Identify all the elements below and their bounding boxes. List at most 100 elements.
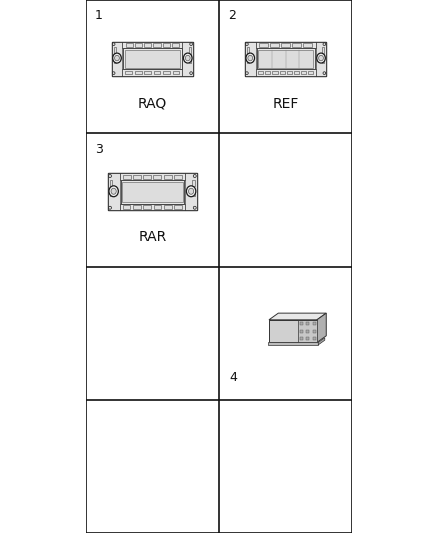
Ellipse shape <box>188 188 194 194</box>
Bar <box>162 43 170 47</box>
Bar <box>123 48 182 69</box>
Bar <box>300 322 303 325</box>
Bar <box>123 175 131 179</box>
Bar <box>256 42 316 48</box>
Ellipse shape <box>109 174 112 177</box>
Bar <box>281 43 290 47</box>
Ellipse shape <box>111 188 116 194</box>
Ellipse shape <box>319 55 323 61</box>
Bar <box>144 205 151 209</box>
Bar <box>300 337 303 340</box>
Bar <box>126 43 133 47</box>
Bar <box>110 190 113 196</box>
Text: RAR: RAR <box>138 230 166 244</box>
Bar <box>125 71 132 74</box>
Bar <box>164 205 172 209</box>
Bar <box>270 43 279 47</box>
Bar <box>294 71 299 74</box>
Bar <box>122 42 182 48</box>
Bar <box>172 43 179 47</box>
Ellipse shape <box>187 186 196 197</box>
Ellipse shape <box>246 53 254 63</box>
Bar <box>308 71 313 74</box>
Bar <box>258 71 263 74</box>
Bar <box>306 322 309 325</box>
Bar <box>286 71 292 74</box>
Bar <box>122 69 182 76</box>
Ellipse shape <box>190 43 192 45</box>
Ellipse shape <box>193 174 196 177</box>
Ellipse shape <box>112 72 115 75</box>
Bar <box>123 205 130 209</box>
Bar <box>135 43 142 47</box>
Bar <box>112 42 193 76</box>
Ellipse shape <box>109 206 112 209</box>
Ellipse shape <box>112 43 115 45</box>
Bar <box>154 205 161 209</box>
Bar <box>173 71 180 74</box>
Ellipse shape <box>246 43 248 45</box>
Bar <box>113 56 116 63</box>
Bar <box>258 50 313 68</box>
Ellipse shape <box>323 72 326 75</box>
Ellipse shape <box>323 43 326 45</box>
Bar <box>247 47 249 53</box>
Bar <box>256 69 316 76</box>
Bar <box>174 175 182 179</box>
Bar <box>135 71 141 74</box>
Bar <box>313 337 316 340</box>
Bar <box>298 320 317 342</box>
Bar <box>268 342 318 345</box>
Bar <box>153 43 161 47</box>
Polygon shape <box>269 313 326 320</box>
Bar <box>182 42 193 76</box>
Bar <box>164 175 172 179</box>
Text: 1: 1 <box>95 9 103 22</box>
Bar <box>189 47 191 53</box>
Bar <box>143 175 151 179</box>
Bar <box>125 50 180 68</box>
Bar <box>306 330 309 333</box>
Bar <box>247 56 249 63</box>
Bar <box>293 43 301 47</box>
Polygon shape <box>317 313 326 342</box>
Bar <box>120 204 185 211</box>
Bar <box>301 71 306 74</box>
Ellipse shape <box>248 55 253 61</box>
Bar <box>300 330 303 333</box>
Bar <box>192 190 195 196</box>
Bar <box>279 71 285 74</box>
Bar <box>245 42 326 76</box>
Bar <box>108 173 120 211</box>
Bar <box>133 205 141 209</box>
Bar <box>112 42 122 76</box>
Ellipse shape <box>317 53 325 63</box>
Ellipse shape <box>190 72 192 75</box>
Polygon shape <box>318 338 325 345</box>
Ellipse shape <box>115 55 119 61</box>
Ellipse shape <box>185 55 190 61</box>
Bar <box>144 43 152 47</box>
Bar <box>133 175 141 179</box>
Bar <box>110 180 113 187</box>
Bar <box>316 42 326 76</box>
Bar <box>306 337 309 340</box>
Bar <box>189 56 191 63</box>
Bar <box>185 173 197 211</box>
Bar <box>144 71 151 74</box>
Bar <box>153 175 161 179</box>
Bar <box>245 42 256 76</box>
Bar <box>122 182 183 202</box>
Bar <box>163 71 170 74</box>
Bar <box>313 322 316 325</box>
Bar <box>108 173 197 211</box>
Text: RAQ: RAQ <box>138 97 167 111</box>
Bar <box>113 47 116 53</box>
Bar <box>192 180 195 187</box>
Ellipse shape <box>184 53 192 63</box>
Bar <box>120 173 185 181</box>
Text: 2: 2 <box>228 9 236 22</box>
Bar <box>259 43 268 47</box>
Polygon shape <box>269 320 317 342</box>
Bar <box>154 71 160 74</box>
